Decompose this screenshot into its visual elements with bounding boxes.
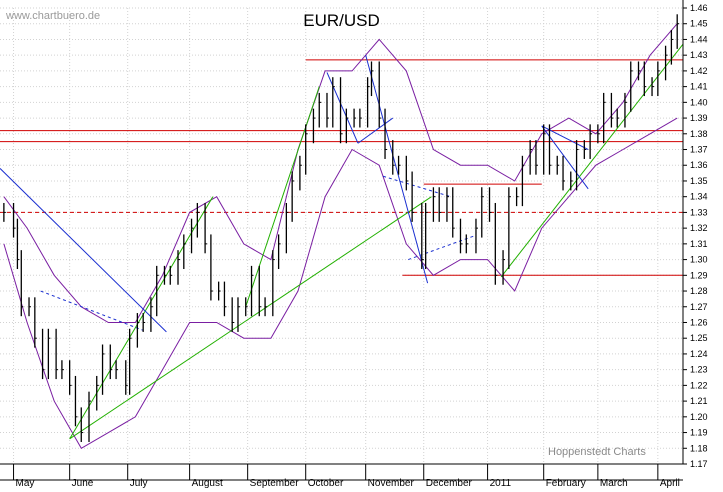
chart-credit: Hoppenstedt Charts bbox=[548, 446, 646, 458]
y-tick-label: 1.44 bbox=[690, 34, 708, 44]
x-tick-label: August bbox=[192, 478, 223, 489]
y-tick-label: 1.21 bbox=[690, 396, 708, 406]
x-tick-label: May bbox=[16, 478, 35, 489]
y-tick-label: 1.26 bbox=[690, 317, 708, 327]
trend-line bbox=[500, 43, 684, 278]
trend-line bbox=[365, 55, 429, 284]
watermark: www.chartbuero.de bbox=[6, 10, 101, 22]
x-tick-label: October bbox=[308, 478, 344, 489]
x-tick-label: December bbox=[426, 478, 473, 489]
x-tick-label: July bbox=[130, 478, 148, 489]
x-tick-label: 2011 bbox=[490, 478, 512, 489]
price-bars bbox=[3, 14, 680, 442]
trend-line bbox=[357, 117, 394, 144]
trend-line bbox=[0, 168, 167, 333]
band-line bbox=[3, 117, 678, 449]
y-tick-label: 1.17 bbox=[690, 459, 708, 469]
y-tick-label: 1.34 bbox=[690, 192, 708, 202]
y-tick-label: 1.23 bbox=[690, 365, 708, 375]
grid bbox=[0, 7, 683, 465]
y-tick-label: 1.38 bbox=[690, 129, 708, 139]
trend-line bbox=[69, 196, 432, 440]
y-tick-label: 1.36 bbox=[690, 160, 708, 170]
y-tick-label: 1.45 bbox=[690, 19, 708, 29]
y-tick-label: 1.43 bbox=[690, 50, 708, 60]
x-tick-label: September bbox=[250, 478, 300, 489]
y-tick-label: 1.22 bbox=[690, 380, 708, 390]
horizontal-lines bbox=[0, 59, 683, 276]
trend-line bbox=[245, 86, 320, 307]
y-tick-label: 1.41 bbox=[690, 82, 708, 92]
y-tick-label: 1.18 bbox=[690, 443, 708, 453]
trend-line bbox=[541, 125, 589, 150]
trend-line bbox=[69, 196, 214, 440]
bands bbox=[3, 23, 678, 449]
y-tick-label: 1.42 bbox=[690, 66, 708, 76]
chart-title: EUR/USD bbox=[303, 11, 380, 30]
y-tick-label: 1.40 bbox=[690, 97, 708, 107]
band-line bbox=[3, 23, 678, 323]
x-tick-label: April bbox=[660, 478, 680, 489]
y-tick-label: 1.46 bbox=[690, 3, 708, 13]
trend-line bbox=[382, 175, 451, 198]
x-tick-label: February bbox=[546, 478, 586, 489]
y-tick-label: 1.39 bbox=[690, 113, 708, 123]
y-tick-label: 1.32 bbox=[690, 223, 708, 233]
trend-line bbox=[541, 125, 589, 190]
x-tick-label: March bbox=[600, 478, 628, 489]
y-tick-label: 1.25 bbox=[690, 333, 708, 343]
y-tick-label: 1.30 bbox=[690, 255, 708, 265]
y-tick-label: 1.19 bbox=[690, 428, 708, 438]
y-tick-label: 1.27 bbox=[690, 302, 708, 312]
y-tick-label: 1.31 bbox=[690, 239, 708, 249]
axes: 1.17 1.18 1.19 1.20 1.21 1.22 1.23 1.24 1.25 1.26… bbox=[0, 0, 708, 489]
trend-line bbox=[326, 72, 359, 144]
y-tick-label: 1.33 bbox=[690, 207, 708, 217]
y-tick-label: 1.29 bbox=[690, 270, 708, 280]
y-tick-label: 1.28 bbox=[690, 286, 708, 296]
y-tick-label: 1.24 bbox=[690, 349, 708, 359]
trend-line bbox=[40, 290, 144, 331]
x-tick-label: November bbox=[368, 478, 415, 489]
y-tick-label: 1.20 bbox=[690, 412, 708, 422]
y-tick-label: 1.35 bbox=[690, 176, 708, 186]
y-tick-label: 1.37 bbox=[690, 145, 708, 155]
x-tick-label: June bbox=[72, 478, 94, 489]
